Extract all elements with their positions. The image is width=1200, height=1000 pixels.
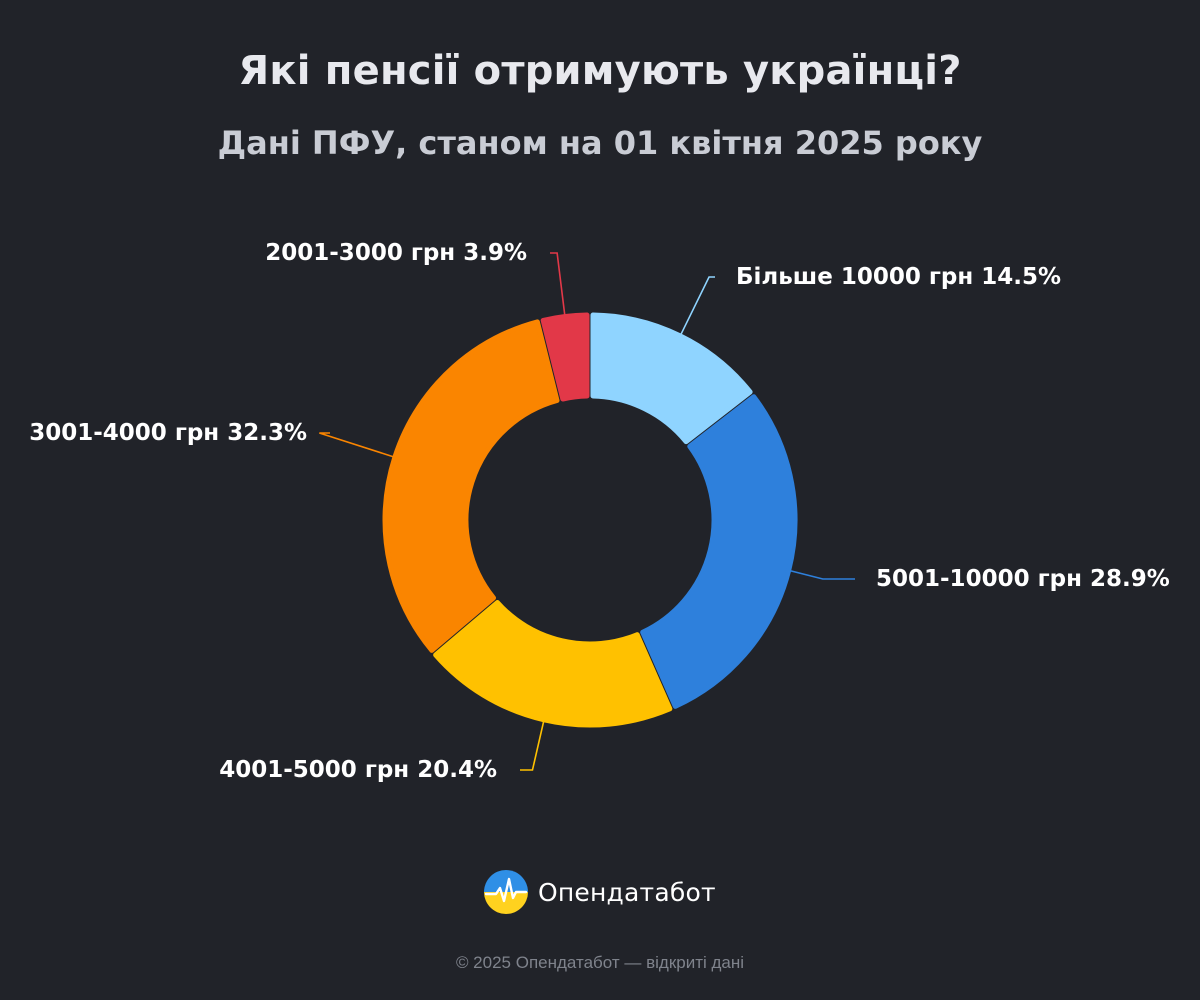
opendatabot-logo-icon <box>484 870 528 914</box>
brand-logo: Опендатабот <box>484 870 716 914</box>
slice-5 <box>540 312 590 402</box>
slice-label-2: 5001-10000 грн 28.9% <box>876 566 1170 592</box>
slice-4 <box>382 319 560 653</box>
chart-data-labels: Більше 10000 грн 14.5% 5001-10000 грн 28.… <box>29 240 1170 783</box>
leader-line-2 <box>782 568 855 580</box>
slice-label-5: 2001-3000 грн 3.9% <box>265 240 527 266</box>
leader-line-5 <box>550 252 567 323</box>
slice-1 <box>590 312 753 445</box>
slice-2 <box>640 394 798 709</box>
slice-label-1: Більше 10000 грн 14.5% <box>736 264 1061 290</box>
slice-label-3: 4001-5000 грн 20.4% <box>219 757 497 783</box>
slice-3 <box>433 599 673 728</box>
footer-copyright: © 2025 Опендатабот — відкриті дані <box>455 953 745 972</box>
chart-leader-lines <box>319 252 855 771</box>
leader-line-4 <box>319 432 401 460</box>
chart-slices <box>382 312 798 728</box>
leader-line-1 <box>676 276 715 342</box>
slice-label-4: 3001-4000 грн 32.3% <box>29 420 307 446</box>
chart-title: Які пенсії отримують українці? <box>238 48 962 94</box>
leader-line-3 <box>520 713 547 771</box>
brand-name: Опендатабот <box>538 877 716 907</box>
chart-subtitle: Дані ПФУ, станом на 01 квітня 2025 року <box>217 124 983 162</box>
